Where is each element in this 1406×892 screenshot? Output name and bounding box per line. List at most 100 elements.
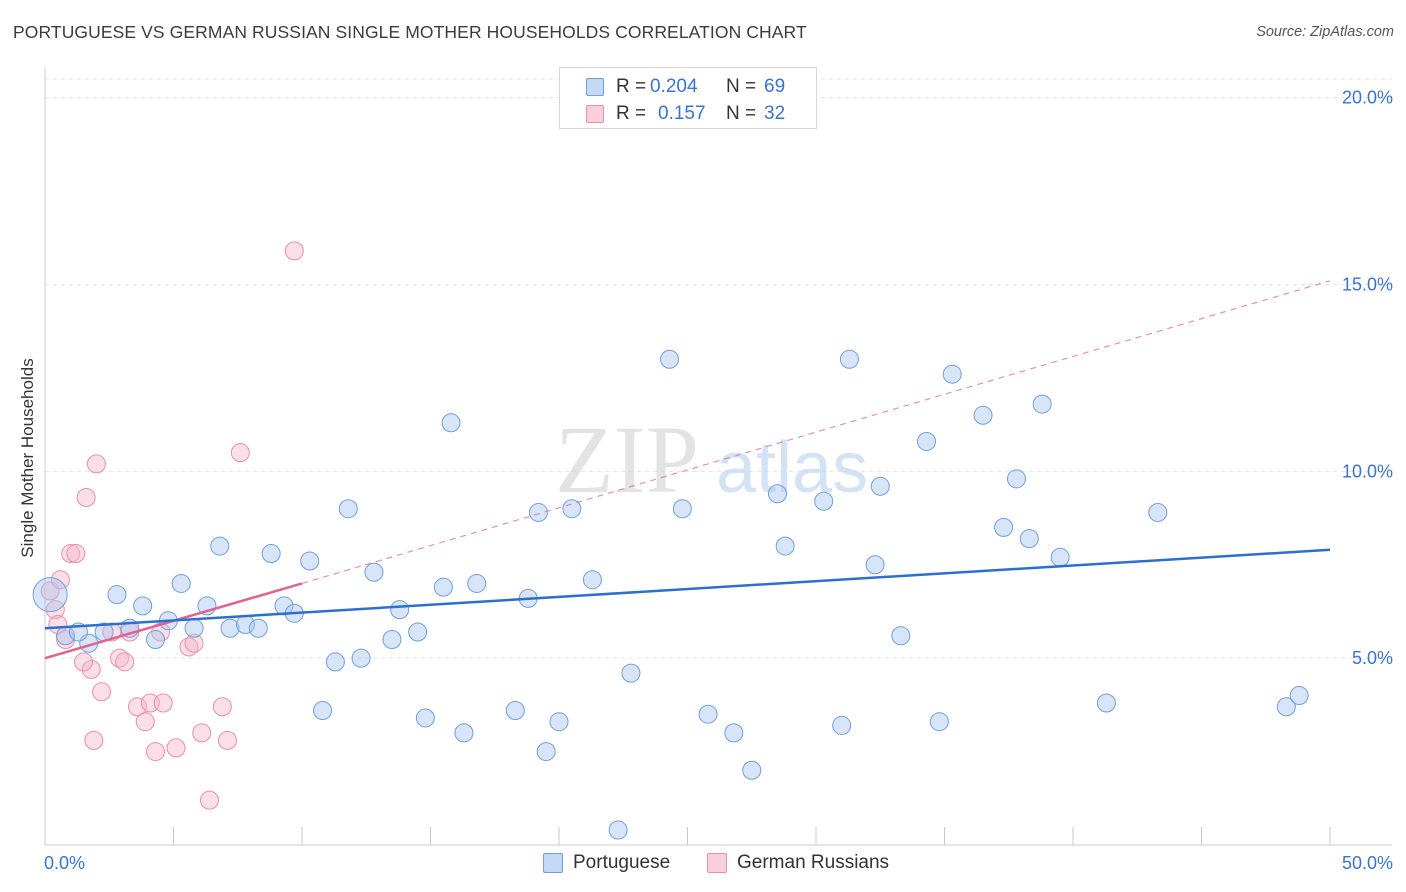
point-portuguese — [382, 629, 402, 649]
point-portuguese — [433, 577, 453, 597]
point-portuguese — [942, 364, 962, 384]
point-german-russians — [48, 615, 68, 635]
point-german-russians — [146, 742, 166, 762]
point-portuguese — [467, 573, 487, 593]
point-portuguese — [210, 536, 230, 556]
point-portuguese — [698, 704, 718, 724]
point-portuguese — [870, 476, 890, 496]
point-german-russians — [184, 633, 204, 653]
legend-r-value: 0.157 — [658, 103, 706, 124]
point-german-russians — [45, 600, 65, 620]
legend-swatch-portuguese — [586, 78, 604, 96]
point-german-russians — [86, 454, 106, 474]
point-german-russians — [179, 637, 199, 657]
legend-n-label: N = — [726, 76, 757, 97]
point-portuguese — [660, 349, 680, 369]
x-tick-label: 0.0% — [44, 853, 85, 873]
point-portuguese — [549, 712, 569, 732]
point-german-russians — [284, 241, 304, 261]
point-portuguese — [994, 517, 1014, 537]
point-portuguese — [528, 502, 548, 522]
legend-label-german-russians: German Russians — [737, 852, 890, 873]
point-portuguese — [171, 573, 191, 593]
point-portuguese — [1019, 529, 1039, 549]
watermark-zip: ZIP — [555, 406, 699, 513]
point-german-russians — [192, 723, 212, 743]
y-axis-title: Single Mother Households — [18, 358, 37, 558]
trendline-portuguese — [44, 548, 1331, 630]
point-german-russians — [212, 697, 232, 717]
point-portuguese — [621, 663, 641, 683]
point-german-russians — [230, 443, 250, 463]
point-german-russians — [166, 738, 186, 758]
point-portuguese — [865, 555, 885, 575]
point-german-russians — [135, 712, 155, 732]
point-portuguese — [390, 600, 410, 620]
legend-r-label: R = — [616, 76, 647, 97]
point-portuguese — [839, 349, 859, 369]
point-portuguese — [775, 536, 795, 556]
point-portuguese — [1032, 394, 1052, 414]
point-german-russians — [92, 682, 112, 702]
point-german-russians — [128, 697, 148, 717]
legend-r-value: 0.204 — [650, 76, 698, 97]
point-portuguese — [917, 431, 937, 451]
legend-n-value: 32 — [764, 103, 786, 124]
point-portuguese — [300, 551, 320, 571]
point-portuguese — [608, 820, 628, 840]
point-portuguese — [929, 712, 949, 732]
point-portuguese — [415, 708, 435, 728]
point-portuguese — [1050, 547, 1070, 567]
point-portuguese — [133, 596, 153, 616]
point-portuguese — [1096, 693, 1116, 713]
point-portuguese — [220, 618, 240, 638]
point-portuguese — [325, 652, 345, 672]
y-tick-label: 5.0% — [1352, 648, 1393, 668]
point-portuguese — [248, 618, 268, 638]
point-portuguese — [505, 700, 525, 720]
point-german-russians — [74, 652, 94, 672]
point-german-russians — [217, 730, 237, 750]
point-german-russians — [61, 544, 81, 564]
point-portuguese — [441, 413, 461, 433]
correlation-legend: R = 0.204 N = 69 R = 0.157 N = 32 — [559, 67, 817, 129]
point-portuguese — [107, 585, 127, 605]
point-portuguese — [32, 577, 68, 613]
point-portuguese — [562, 499, 582, 519]
point-portuguese — [338, 499, 358, 519]
y-tick-label: 15.0% — [1342, 275, 1393, 295]
x-tick-label: 50.0% — [1342, 853, 1393, 873]
trendline-german-russians-extended — [301, 280, 1331, 585]
point-portuguese — [454, 723, 474, 743]
point-portuguese — [814, 491, 834, 511]
point-portuguese — [767, 484, 787, 504]
point-portuguese — [1148, 502, 1168, 522]
point-german-russians — [84, 730, 104, 750]
point-portuguese — [1276, 697, 1296, 717]
point-portuguese — [261, 544, 281, 564]
point-german-russians — [110, 648, 130, 668]
point-german-russians — [199, 790, 219, 810]
legend-item-portuguese: Portuguese — [543, 852, 670, 874]
y-tick-label: 10.0% — [1342, 461, 1393, 481]
legend-item-german-russians: German Russians — [707, 852, 889, 874]
point-portuguese — [724, 723, 744, 743]
point-portuguese — [742, 760, 762, 780]
legend-row-portuguese: R = 0.204 N = 69 — [586, 74, 785, 100]
legend-n-value: 69 — [764, 76, 786, 97]
point-german-russians — [66, 544, 86, 564]
legend-row-german-russians: R = 0.157 N = 32 — [586, 101, 785, 127]
point-german-russians — [81, 659, 101, 679]
legend-label-portuguese: Portuguese — [573, 852, 671, 873]
source-label: Source: ZipAtlas.com — [1256, 24, 1394, 40]
legend-swatch-german-russians — [586, 105, 604, 123]
point-german-russians — [50, 570, 70, 590]
point-portuguese — [184, 618, 204, 638]
legend-r-label: R = — [616, 103, 647, 124]
point-german-russians — [153, 693, 173, 713]
point-portuguese — [536, 742, 556, 762]
point-portuguese — [364, 562, 384, 582]
point-portuguese — [1006, 469, 1026, 489]
watermark-atlas: atlas — [716, 428, 868, 508]
